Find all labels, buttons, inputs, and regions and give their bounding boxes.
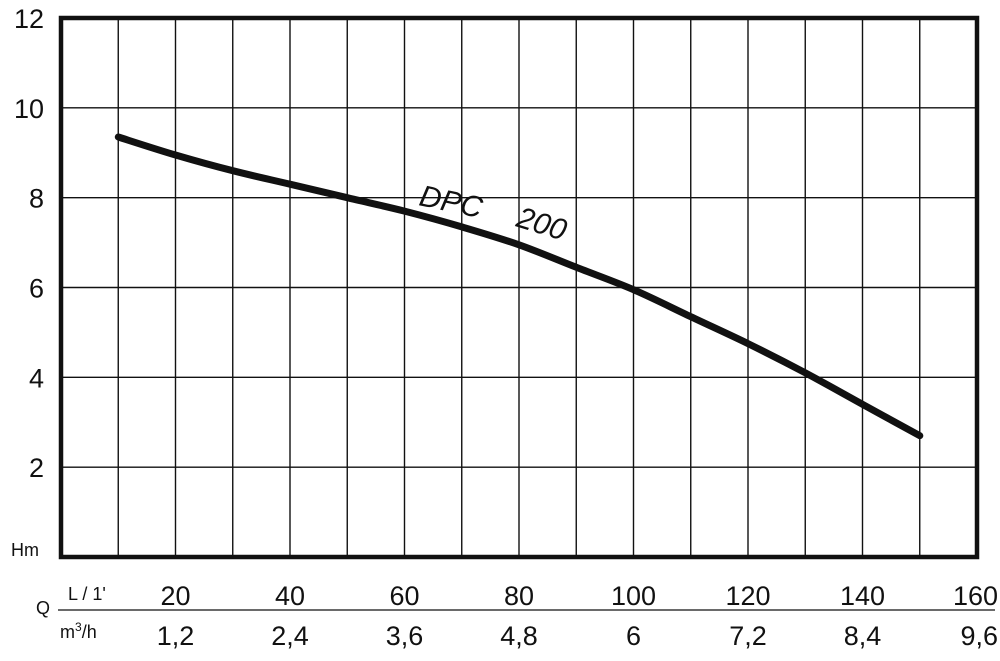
flow-unit-lmin-label: L / 1' bbox=[68, 584, 106, 604]
y-tick-label: 2 bbox=[29, 453, 44, 483]
x-tick-label-m3h: 6 bbox=[626, 621, 641, 651]
series-line-dpc-200 bbox=[114, 133, 924, 440]
x-tick-labels-lmin: 20 40 60 80 100 120 140 160 bbox=[160, 581, 998, 611]
x-tick-label-m3h: 9,6 bbox=[960, 621, 998, 651]
x-tick-label-m3h: 4,8 bbox=[500, 621, 538, 651]
y-unit-label: Hm bbox=[11, 540, 39, 560]
plot-frame bbox=[58, 15, 980, 560]
y-tick-label: 6 bbox=[29, 274, 44, 304]
x-tick-label-m3h: 3,6 bbox=[386, 621, 424, 651]
y-tick-label: 8 bbox=[29, 184, 44, 214]
x-tick-label-m3h: 1,2 bbox=[157, 621, 195, 651]
y-tick-label: 10 bbox=[14, 94, 44, 124]
y-tick-label: 4 bbox=[29, 363, 44, 393]
flow-row-label: Q bbox=[36, 598, 50, 618]
x-tick-label-lmin: 160 bbox=[953, 581, 998, 611]
series-label-200: 200 bbox=[512, 201, 571, 248]
flow-unit-m3h-label: m3/h bbox=[60, 620, 97, 642]
x-tick-label-lmin: 120 bbox=[725, 581, 770, 611]
y-tick-label: 12 bbox=[14, 4, 44, 34]
x-tick-label-lmin: 40 bbox=[275, 581, 305, 611]
x-tick-label-lmin: 140 bbox=[840, 581, 885, 611]
x-tick-label-lmin: 20 bbox=[160, 581, 190, 611]
grid-lines bbox=[61, 18, 977, 557]
x-tick-label-m3h: 8,4 bbox=[844, 621, 882, 651]
x-tick-labels-m3h: 1,2 2,4 3,6 4,8 6 7,2 8,4 9,6 bbox=[157, 621, 998, 651]
x-tick-label-m3h: 7,2 bbox=[729, 621, 767, 651]
y-tick-labels: 2 4 6 8 10 12 bbox=[14, 4, 44, 483]
x-tick-label-lmin: 60 bbox=[389, 581, 419, 611]
x-tick-label-lmin: 100 bbox=[611, 581, 656, 611]
x-tick-label-lmin: 80 bbox=[504, 581, 534, 611]
x-tick-label-m3h: 2,4 bbox=[271, 621, 309, 651]
